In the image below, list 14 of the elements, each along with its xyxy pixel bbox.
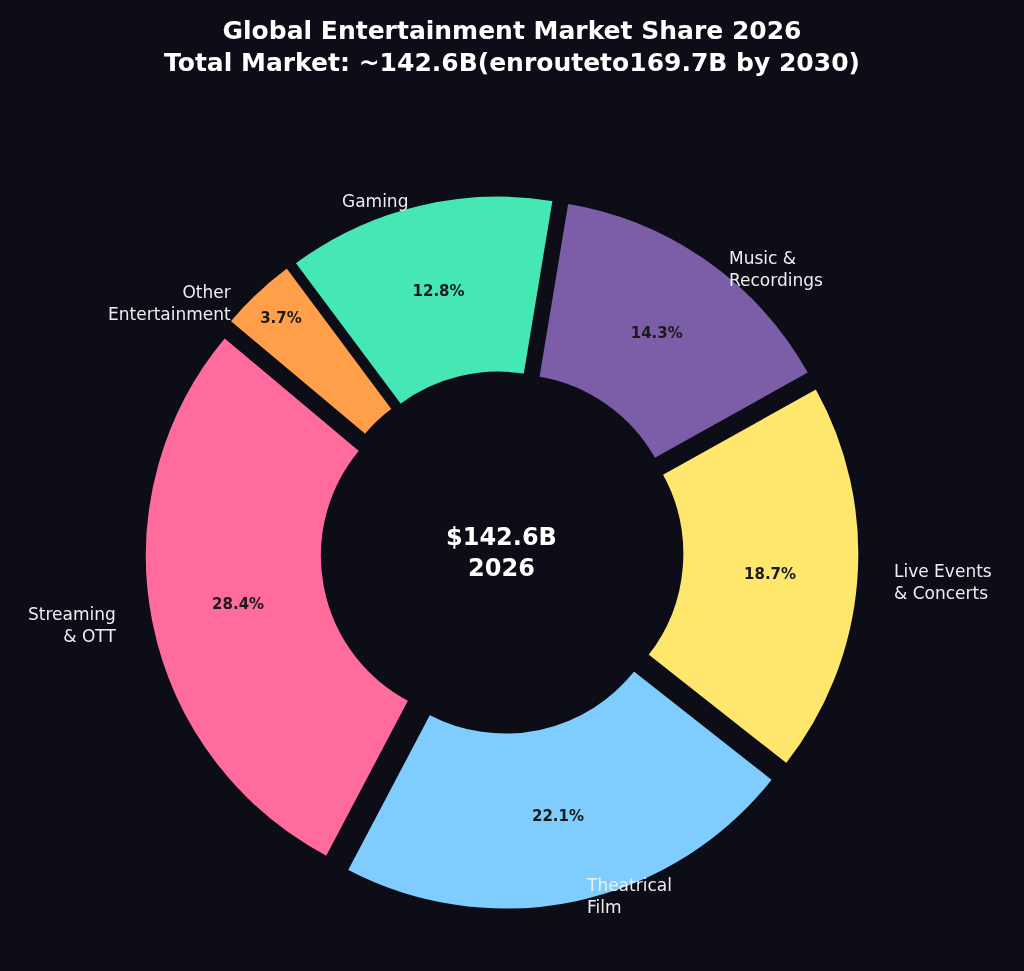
slice-label: Other Entertainment [108, 282, 231, 325]
data-label: 3.7% [260, 309, 302, 328]
slice-label: Music & Recordings [729, 248, 824, 291]
data-label: 18.7% [744, 564, 797, 583]
data-label: 12.8% [412, 282, 465, 301]
slice-label: Streaming & OTT [28, 604, 117, 647]
slice-label: Gaming [342, 191, 409, 211]
data-label: 14.3% [630, 323, 683, 342]
data-label: 28.4% [212, 595, 265, 614]
slice-label: Live Events & Concerts [894, 561, 992, 604]
data-label: 22.1% [531, 806, 584, 825]
chart-subtitle: Total Market: ~142.6B(enrouteto169.7B by 2030) [164, 48, 860, 78]
text: $142.6B 2026 [446, 523, 557, 583]
chart-title: Global Entertainment Market Share 2026 [222, 15, 802, 45]
